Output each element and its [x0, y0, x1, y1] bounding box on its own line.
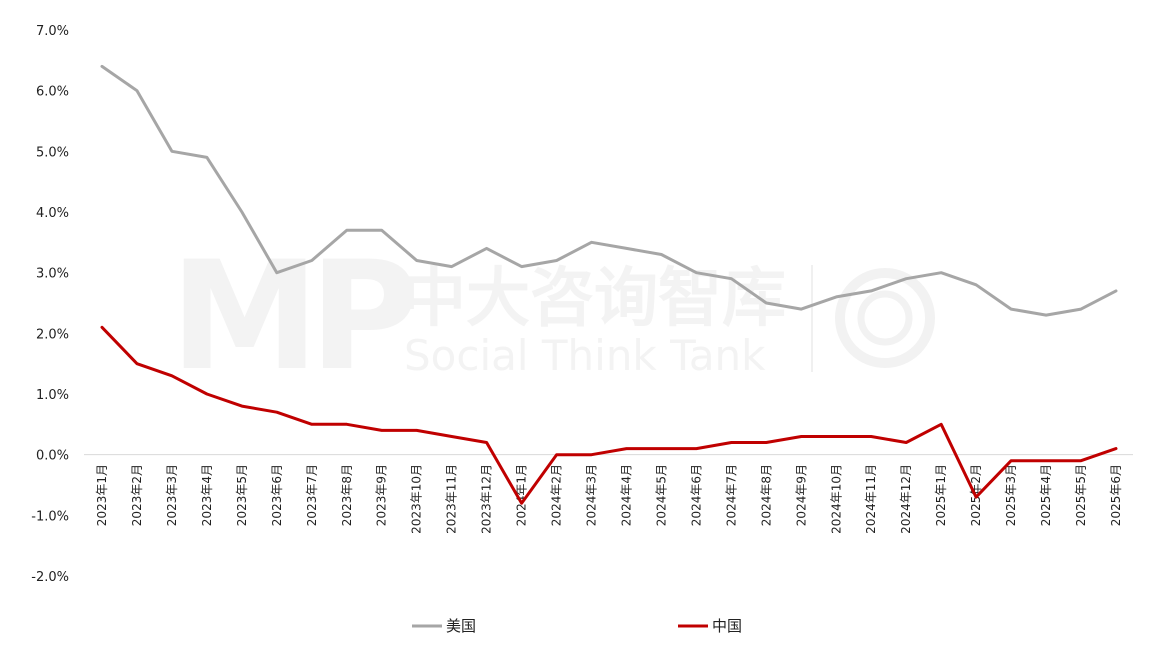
x-tick-label: 2025年3月 — [1004, 464, 1018, 526]
x-tick-label: 2024年10月 — [829, 464, 843, 534]
x-tick-label: 2023年6月 — [270, 464, 284, 526]
x-tick-label: 2025年6月 — [1109, 464, 1123, 526]
x-tick-label: 2023年4月 — [200, 464, 214, 526]
legend: 美国 中国 — [412, 617, 742, 635]
series-line-0 — [100, 64, 1118, 317]
axes: 7.0% 6.0% 5.0% 4.0% 3.0% 2.0% 1.0% 0.0% -1.0% -2.… — [31, 24, 1133, 585]
y-tick-label: 6.0% — [36, 85, 69, 100]
y-tick-label: -2.0% — [31, 570, 69, 585]
watermark: MP 中大咨询智库 Social Think Tank — [170, 230, 935, 404]
y-tick-label: -1.0% — [31, 509, 69, 524]
x-tick-label: 2024年8月 — [759, 464, 773, 526]
watermark-logo: MP — [170, 230, 413, 404]
x-tick-label: 2023年9月 — [375, 464, 389, 526]
watermark-cn: 中大咨询智库 — [402, 262, 786, 336]
x-tick-label: 2025年5月 — [1074, 464, 1088, 526]
x-tick-label: 2023年2月 — [130, 464, 144, 526]
watermark-emblem-inner — [857, 290, 913, 346]
y-tick-label: 4.0% — [36, 206, 69, 221]
x-tick-label: 2023年10月 — [410, 464, 424, 534]
x-tick-label: 2023年1月 — [95, 464, 109, 526]
x-tick-label: 2023年12月 — [480, 464, 494, 534]
x-tick-label: 2025年4月 — [1039, 464, 1053, 526]
x-tick-label: 2024年7月 — [724, 464, 738, 526]
y-tick-label: 3.0% — [36, 267, 69, 282]
y-tick-label: 2.0% — [36, 327, 69, 342]
y-tick-label: 0.0% — [36, 449, 69, 464]
x-tick-label: 2024年11月 — [864, 464, 878, 534]
x-tick-label: 2023年3月 — [165, 464, 179, 526]
watermark-emblem — [835, 268, 935, 368]
x-tick-label: 2023年5月 — [235, 464, 249, 526]
x-tick-label: 2024年12月 — [899, 464, 913, 534]
y-tick-label: 1.0% — [36, 388, 69, 403]
x-tick-label: 2024年2月 — [550, 464, 564, 526]
x-tick-label: 2024年3月 — [585, 464, 599, 526]
x-tick-label: 2025年1月 — [934, 464, 948, 526]
x-tick-label: 2023年8月 — [340, 464, 354, 526]
legend-label-1: 中国 — [712, 617, 742, 635]
series-line-1 — [100, 325, 1118, 505]
x-tick-label: 2024年5月 — [654, 464, 668, 526]
y-tick-label: 5.0% — [36, 145, 69, 160]
y-tick-label: 7.0% — [36, 24, 69, 39]
legend-label-0: 美国 — [446, 617, 476, 635]
x-tick-label: 2023年11月 — [445, 464, 459, 534]
x-tick-label: 2024年4月 — [619, 464, 633, 526]
watermark-en: Social Think Tank — [404, 331, 766, 380]
x-tick-label: 2024年9月 — [794, 464, 808, 526]
series-layer — [100, 64, 1118, 505]
x-tick-label: 2024年6月 — [689, 464, 703, 526]
x-tick-label: 2024年1月 — [515, 464, 529, 526]
x-tick-label: 2023年7月 — [305, 464, 319, 526]
